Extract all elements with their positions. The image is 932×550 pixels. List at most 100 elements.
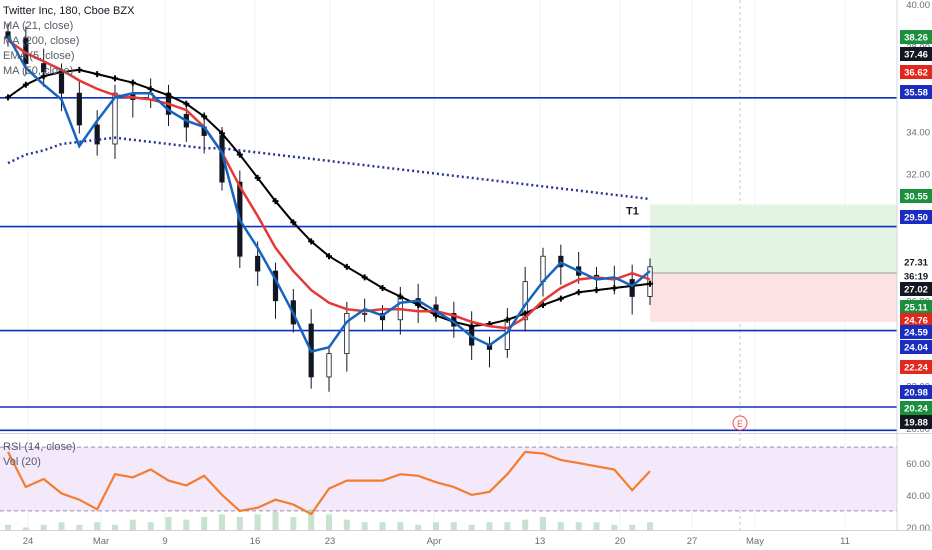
candle-body[interactable] xyxy=(362,313,368,315)
ma50-marker xyxy=(22,81,29,88)
ma50-marker xyxy=(147,85,154,92)
candle-body[interactable] xyxy=(255,255,261,272)
price-label: 20.24 xyxy=(904,404,928,415)
candle-body[interactable] xyxy=(76,92,82,126)
price-tick-label: 32.00 xyxy=(906,170,930,181)
volume-bar xyxy=(450,522,457,530)
candle-body[interactable] xyxy=(344,313,350,355)
time-tick-label: Mar xyxy=(93,536,109,547)
volume-bar xyxy=(219,514,225,530)
series-line-ema5[interactable] xyxy=(6,35,651,353)
ma50-marker xyxy=(647,280,653,287)
price-label: 29.50 xyxy=(904,213,928,224)
volume-bar xyxy=(379,522,386,530)
target-label: T1 xyxy=(626,205,639,217)
ma50-marker xyxy=(361,274,368,281)
rsi-tick-label: 60.00 xyxy=(906,459,930,470)
price-label: 24.04 xyxy=(904,343,928,354)
price-label-box xyxy=(900,415,932,429)
legend-item-rsi[interactable]: RSI (14, close) xyxy=(3,441,76,453)
price-label: 30.55 xyxy=(904,192,928,203)
price-label-box xyxy=(900,255,932,269)
ma50-marker xyxy=(593,287,600,294)
ma50-marker xyxy=(504,316,511,323)
ma50-marker xyxy=(343,263,350,270)
ma50-marker xyxy=(379,285,386,291)
price-label-box xyxy=(900,30,932,44)
price-label: 24.76 xyxy=(904,316,928,327)
volume-bar xyxy=(272,511,279,530)
legend-item-ma50[interactable]: MA (50, close) xyxy=(3,65,74,77)
price-label: 36:19 xyxy=(904,272,928,283)
price-label: 36.62 xyxy=(904,68,928,79)
ma50-marker xyxy=(219,130,225,137)
volume-bar xyxy=(629,524,636,530)
price-label-box xyxy=(900,65,932,79)
price-label: 27.02 xyxy=(904,285,928,296)
volume-bar xyxy=(415,524,422,530)
volume-bar xyxy=(397,522,404,530)
price-label: 25.11 xyxy=(904,303,928,314)
volume-bar xyxy=(611,524,618,530)
volume-bar xyxy=(201,517,208,530)
time-tick-label: 24 xyxy=(23,536,34,547)
price-label-box xyxy=(900,189,932,203)
price-label: 20.98 xyxy=(904,388,928,399)
ma50-marker xyxy=(183,100,190,107)
ma50-marker xyxy=(415,301,422,308)
volume-bar xyxy=(361,522,368,530)
volume-bar xyxy=(112,524,118,530)
ma50-marker xyxy=(40,73,47,80)
legend-item-ma21[interactable]: MA (21, close) xyxy=(3,20,74,32)
candle-body[interactable] xyxy=(41,63,47,73)
ma50-marker xyxy=(290,219,297,226)
price-label-box xyxy=(900,313,932,327)
price-label-box xyxy=(900,210,932,224)
price-tick-label: 34.00 xyxy=(906,127,930,138)
price-label: 37.46 xyxy=(904,50,928,61)
series-line-ma21[interactable] xyxy=(7,39,651,330)
ma50-marker xyxy=(397,293,404,300)
legend-item-ma200[interactable]: MA (200, close) xyxy=(3,35,80,47)
time-tick-label: 23 xyxy=(325,536,336,547)
ma50-marker xyxy=(165,92,172,99)
volume-bar xyxy=(540,517,546,530)
stop-zone[interactable] xyxy=(650,272,897,322)
volume-bar xyxy=(254,514,261,530)
ma50-marker xyxy=(129,79,136,86)
rsi-legend: RSI (14, close) Vol (20) xyxy=(3,440,76,470)
volume-bar xyxy=(647,522,653,530)
series-line-rsi[interactable] xyxy=(7,450,651,516)
legend-item-ema5[interactable]: EMA (5, close) xyxy=(3,50,75,62)
time-tick-label: 27 xyxy=(687,536,698,547)
target-zone[interactable] xyxy=(650,204,897,273)
series-line-ma200[interactable] xyxy=(7,136,651,201)
price-label-box xyxy=(900,385,932,399)
candle-body[interactable] xyxy=(326,353,332,378)
price-label-box xyxy=(900,85,932,99)
volume-bar xyxy=(504,522,511,530)
price-tick-label: 40.00 xyxy=(906,0,930,11)
ma50-marker xyxy=(76,66,83,73)
rsi-tick-label: 40.00 xyxy=(906,491,930,502)
rsi-tick-label: 20.00 xyxy=(906,523,930,534)
candle-body[interactable] xyxy=(94,124,100,145)
volume-bar xyxy=(58,522,65,530)
ma50-marker xyxy=(540,301,546,308)
volume-bar xyxy=(40,524,47,530)
price-label-box xyxy=(900,282,932,296)
price-label: 27.31 xyxy=(904,258,928,269)
volume-bar xyxy=(433,522,439,530)
volume-bar xyxy=(129,519,136,530)
legend-item-volume[interactable]: Vol (20) xyxy=(3,456,41,468)
volume-bar xyxy=(22,527,29,530)
ma50-marker xyxy=(308,238,315,245)
time-tick-label: 11 xyxy=(840,536,850,547)
ma50-marker xyxy=(236,151,243,158)
candle-body[interactable] xyxy=(540,255,546,283)
candle-body[interactable] xyxy=(112,92,118,145)
earnings-marker-icon[interactable] xyxy=(732,415,748,431)
volume-bar xyxy=(308,509,315,530)
ma50-marker xyxy=(326,253,332,260)
